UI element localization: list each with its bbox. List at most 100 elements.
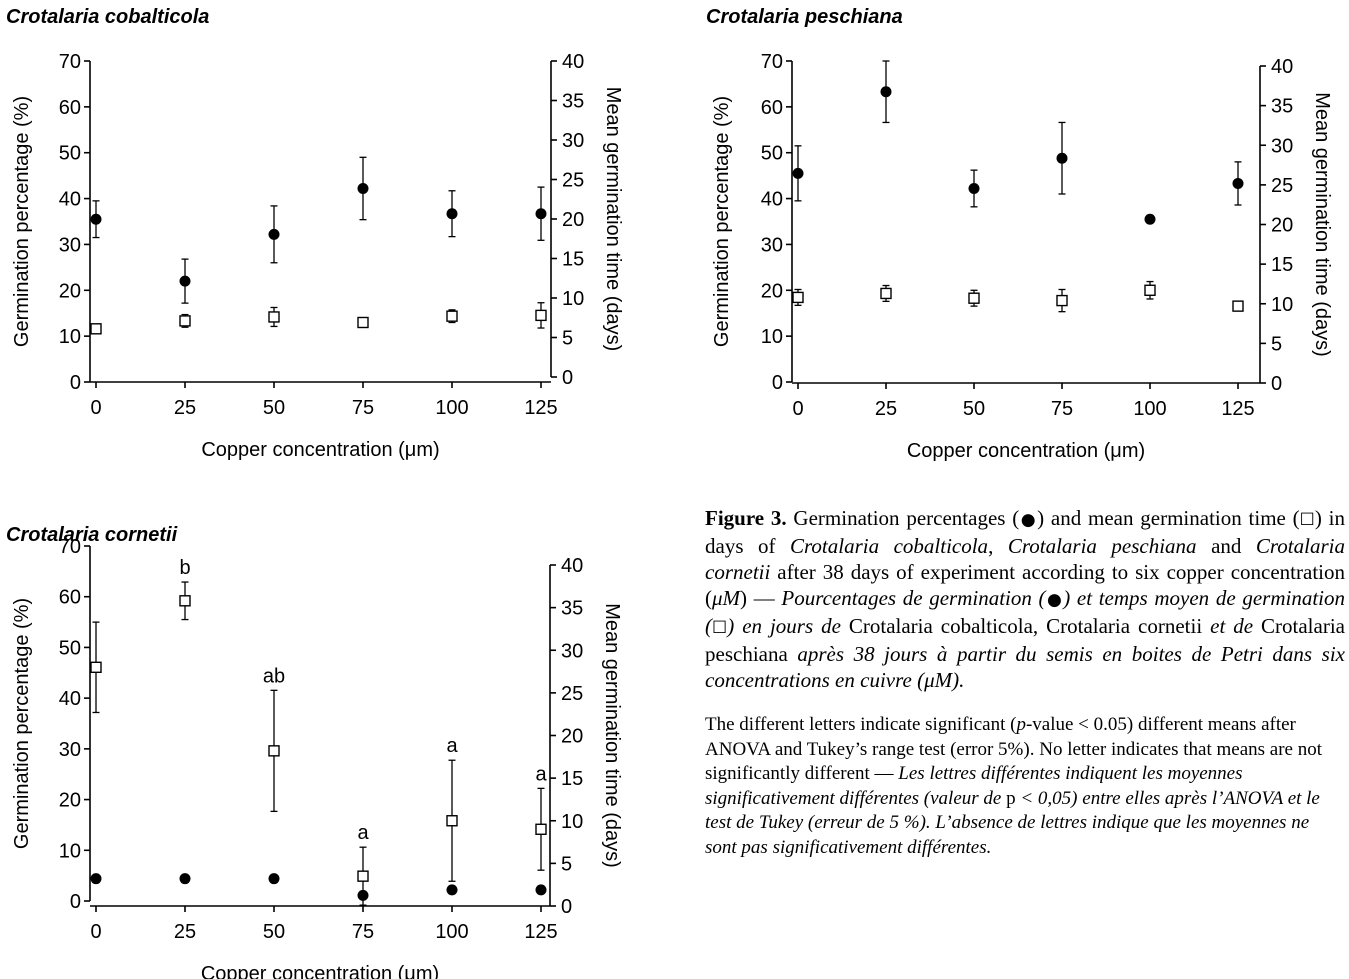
unit-text: μM (712, 586, 741, 610)
mean-germination-time-point (792, 291, 804, 304)
significance-letter: b (179, 557, 190, 579)
x-tick-label: 125 (524, 397, 557, 419)
note-text: -value < 0.05) different means after ANO… (705, 714, 1322, 784)
figure-caption: Figure 3. Germination percentages ( ● ) an… (705, 505, 1345, 860)
germination-percentage-point (1232, 177, 1244, 189)
x-tick-label: 50 (263, 397, 285, 419)
x-tick-label: 100 (1133, 398, 1166, 420)
mean-germination-time-point (535, 823, 547, 835)
mean-germination-time-point (880, 287, 892, 300)
caption-text: ) in days of (705, 506, 1345, 558)
caption-note: The different letters indicate significa… (705, 713, 1345, 860)
right-y-tick-label: 25 (562, 170, 584, 192)
caption-text: , (1032, 614, 1047, 638)
left-y-tick-label: 20 (59, 790, 81, 812)
left-y-tick-label: 50 (59, 637, 81, 659)
germination-percentage-point (535, 884, 547, 896)
mean-germination-time-point (268, 745, 280, 757)
panel-title-cobalticola: Crotalaria cobalticola (6, 6, 210, 28)
right-y-tick-label: 20 (562, 209, 584, 231)
right-y-tick-label: 15 (1271, 254, 1293, 276)
left-y-axis-label: Germination percentage (%) (11, 96, 33, 347)
caption-text-fr: Pourcentages de germination ( (781, 586, 1046, 610)
right-y-tick-label: 0 (561, 896, 572, 918)
caption-text: ) and mean germination time ( (1037, 506, 1300, 530)
x-tick-label: 25 (174, 397, 196, 419)
left-y-tick-label: 50 (761, 143, 783, 165)
germination-percentage-point (179, 275, 191, 287)
left-y-tick-label: 70 (59, 51, 81, 73)
x-tick-label: 50 (963, 398, 985, 420)
x-tick-label: 0 (90, 397, 101, 419)
left-y-tick-label: 60 (59, 587, 81, 609)
left-y-tick-label: 30 (761, 234, 783, 256)
x-axis-label: Copper concentration (μm) (201, 439, 439, 461)
note-text-fr: Les lettres différentes indiquent les mo… (705, 763, 1243, 809)
left-y-axis-label: Germination percentage (%) (11, 598, 33, 849)
caption-text: after 38 days of experiment according to… (705, 560, 1345, 610)
right-y-tick-label: 40 (562, 51, 584, 73)
right-y-tick-label: 10 (562, 288, 584, 310)
mean-germination-time-point (1232, 300, 1244, 312)
germination-percentage-point (880, 86, 892, 98)
right-y-tick-label: 35 (561, 598, 583, 620)
right-y-axis-label: Mean germination time (days) (601, 603, 623, 868)
mean-germination-time-point (446, 815, 458, 827)
right-y-tick-label: 10 (561, 811, 583, 833)
significance-letter: a (446, 735, 458, 757)
note-text-fr: < 0,05) entre elles après l’ANOVA et le … (705, 787, 1320, 858)
x-tick-label: 100 (435, 921, 468, 943)
left-y-tick-label: 10 (59, 840, 81, 862)
germination-percentage-point (1056, 152, 1068, 164)
germination-percentage-point (446, 208, 458, 220)
left-y-tick-label: 70 (761, 51, 783, 73)
germination-percentage-point (90, 213, 102, 225)
figure-label: Figure 3. (705, 506, 787, 530)
caption-text-fr: ) en jours de (727, 614, 849, 638)
caption-text: Germination percentages ( (786, 506, 1020, 530)
caption-text: ) — (740, 586, 782, 610)
right-y-tick-label: 5 (561, 853, 572, 875)
germination-percentage-point (446, 884, 458, 896)
note-text: The different letters indicate significa… (705, 714, 1017, 735)
left-y-tick-label: 50 (59, 143, 81, 165)
left-y-tick-label: 30 (59, 234, 81, 256)
mean-germination-time-point (179, 595, 191, 607)
panel-title-cornetii: Crotalaria cornetii (6, 524, 178, 546)
left-y-tick-label: 10 (761, 326, 783, 348)
filled-circle-icon: ● (1045, 590, 1064, 610)
left-y-tick-label: 40 (59, 189, 81, 211)
chart-cornetii: 0 10 20 30 40 50 60 70 0 5 10 15 20 25 30 35 40 0 25 50 75 10… (11, 536, 623, 979)
x-tick-label: 125 (524, 921, 557, 943)
germination-percentage-point (1144, 213, 1156, 225)
right-y-tick-label: 30 (562, 130, 584, 152)
x-tick-label: 25 (174, 921, 196, 943)
species-name: Crotalaria peschiana (705, 614, 1345, 666)
open-square-icon: ☐ (1299, 510, 1315, 530)
significance-letter: a (535, 763, 547, 785)
x-tick-label: 50 (263, 921, 285, 943)
right-y-tick-label: 40 (1271, 56, 1293, 78)
left-y-tick-label: 60 (59, 97, 81, 119)
x-tick-label: 0 (792, 398, 803, 420)
left-y-tick-label: 10 (59, 326, 81, 348)
species-name: Crotalaria cobalticola (848, 614, 1033, 638)
left-y-tick-label: 40 (761, 189, 783, 211)
mean-germination-time-point (357, 870, 369, 882)
left-y-tick-label: 70 (59, 536, 81, 558)
x-tick-label: 75 (352, 397, 374, 419)
species-name: Crotalaria cornetii (705, 534, 1345, 584)
caption-paragraph: Figure 3. Germination percentages ( ● ) an… (705, 505, 1345, 693)
significance-letter: a (357, 822, 369, 844)
open-square-icon: ☐ (712, 618, 728, 638)
left-y-tick-label: 30 (59, 739, 81, 761)
left-y-axis-label: Germination percentage (%) (711, 96, 733, 347)
left-y-tick-label: 0 (70, 891, 81, 913)
species-name: Crotalaria peschiana (1007, 534, 1197, 558)
germination-percentage-point (268, 228, 280, 240)
right-y-tick-label: 20 (1271, 215, 1293, 237)
right-y-tick-label: 35 (562, 91, 584, 113)
germination-percentage-point (357, 182, 369, 194)
left-y-tick-label: 0 (70, 372, 81, 394)
note-text: p (1006, 787, 1016, 809)
